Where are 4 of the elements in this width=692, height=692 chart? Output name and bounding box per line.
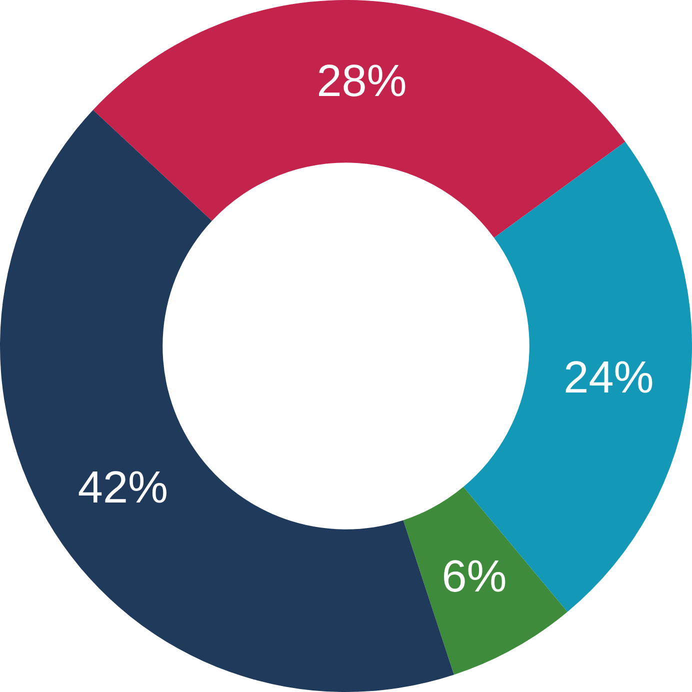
- data-label: 42%: [78, 462, 168, 513]
- data-label: 6%: [442, 550, 507, 602]
- data-label: 28%: [316, 54, 407, 106]
- data-label: 24%: [564, 351, 654, 402]
